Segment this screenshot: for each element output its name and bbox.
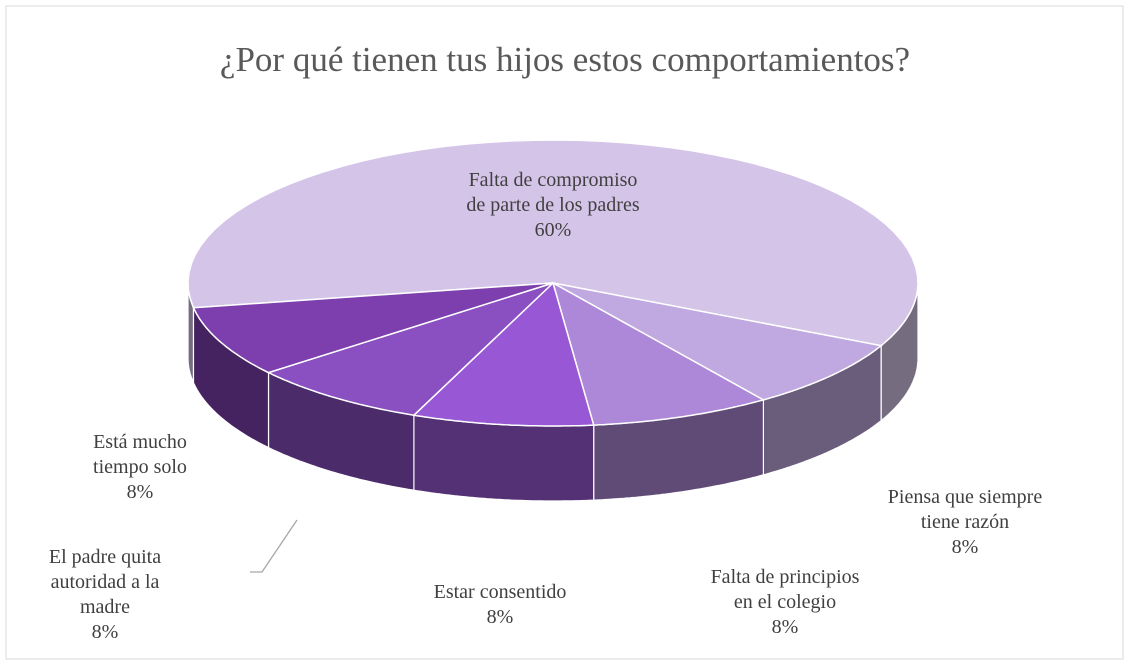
chart-title: ¿Por qué tienen tus hijos estos comporta… <box>219 40 911 79</box>
value-label: 8% <box>951 536 979 558</box>
data-label: Estar consentido 8% <box>400 580 600 630</box>
category-label: Falta de principios en el colegio <box>710 566 860 613</box>
value-label: 8% <box>91 621 119 643</box>
value-label: 8% <box>771 616 799 638</box>
data-label: Falta de principios en el colegio 8% <box>705 565 865 640</box>
data-label: Piensa que siempre tiene razón 8% <box>880 485 1050 560</box>
pie-slice <box>266 282 554 417</box>
pie-slice <box>412 281 595 427</box>
leader-line <box>250 519 298 573</box>
value-label: 60% <box>534 219 572 241</box>
pie-slice <box>192 282 554 374</box>
data-label: Está mucho tiempo solo 8% <box>70 430 210 505</box>
category-label: Está mucho tiempo solo <box>93 431 187 478</box>
value-label: 8% <box>486 606 514 628</box>
data-label: El padre quita autoridad a la madre 8% <box>30 545 180 645</box>
pie-slice <box>187 139 919 347</box>
category-label: Falta de compromiso de parte de los padr… <box>466 169 640 216</box>
pie-slice <box>551 281 766 426</box>
pie-side <box>413 414 595 502</box>
category-label: Estar consentido <box>433 581 567 603</box>
pie-slice <box>552 282 883 401</box>
category-label: Piensa que siempre tiene razón <box>887 486 1043 533</box>
value-label: 8% <box>126 481 154 503</box>
category-label: El padre quita autoridad a la madre <box>48 546 162 618</box>
data-label: Falta de compromiso de parte de los padr… <box>458 168 648 243</box>
